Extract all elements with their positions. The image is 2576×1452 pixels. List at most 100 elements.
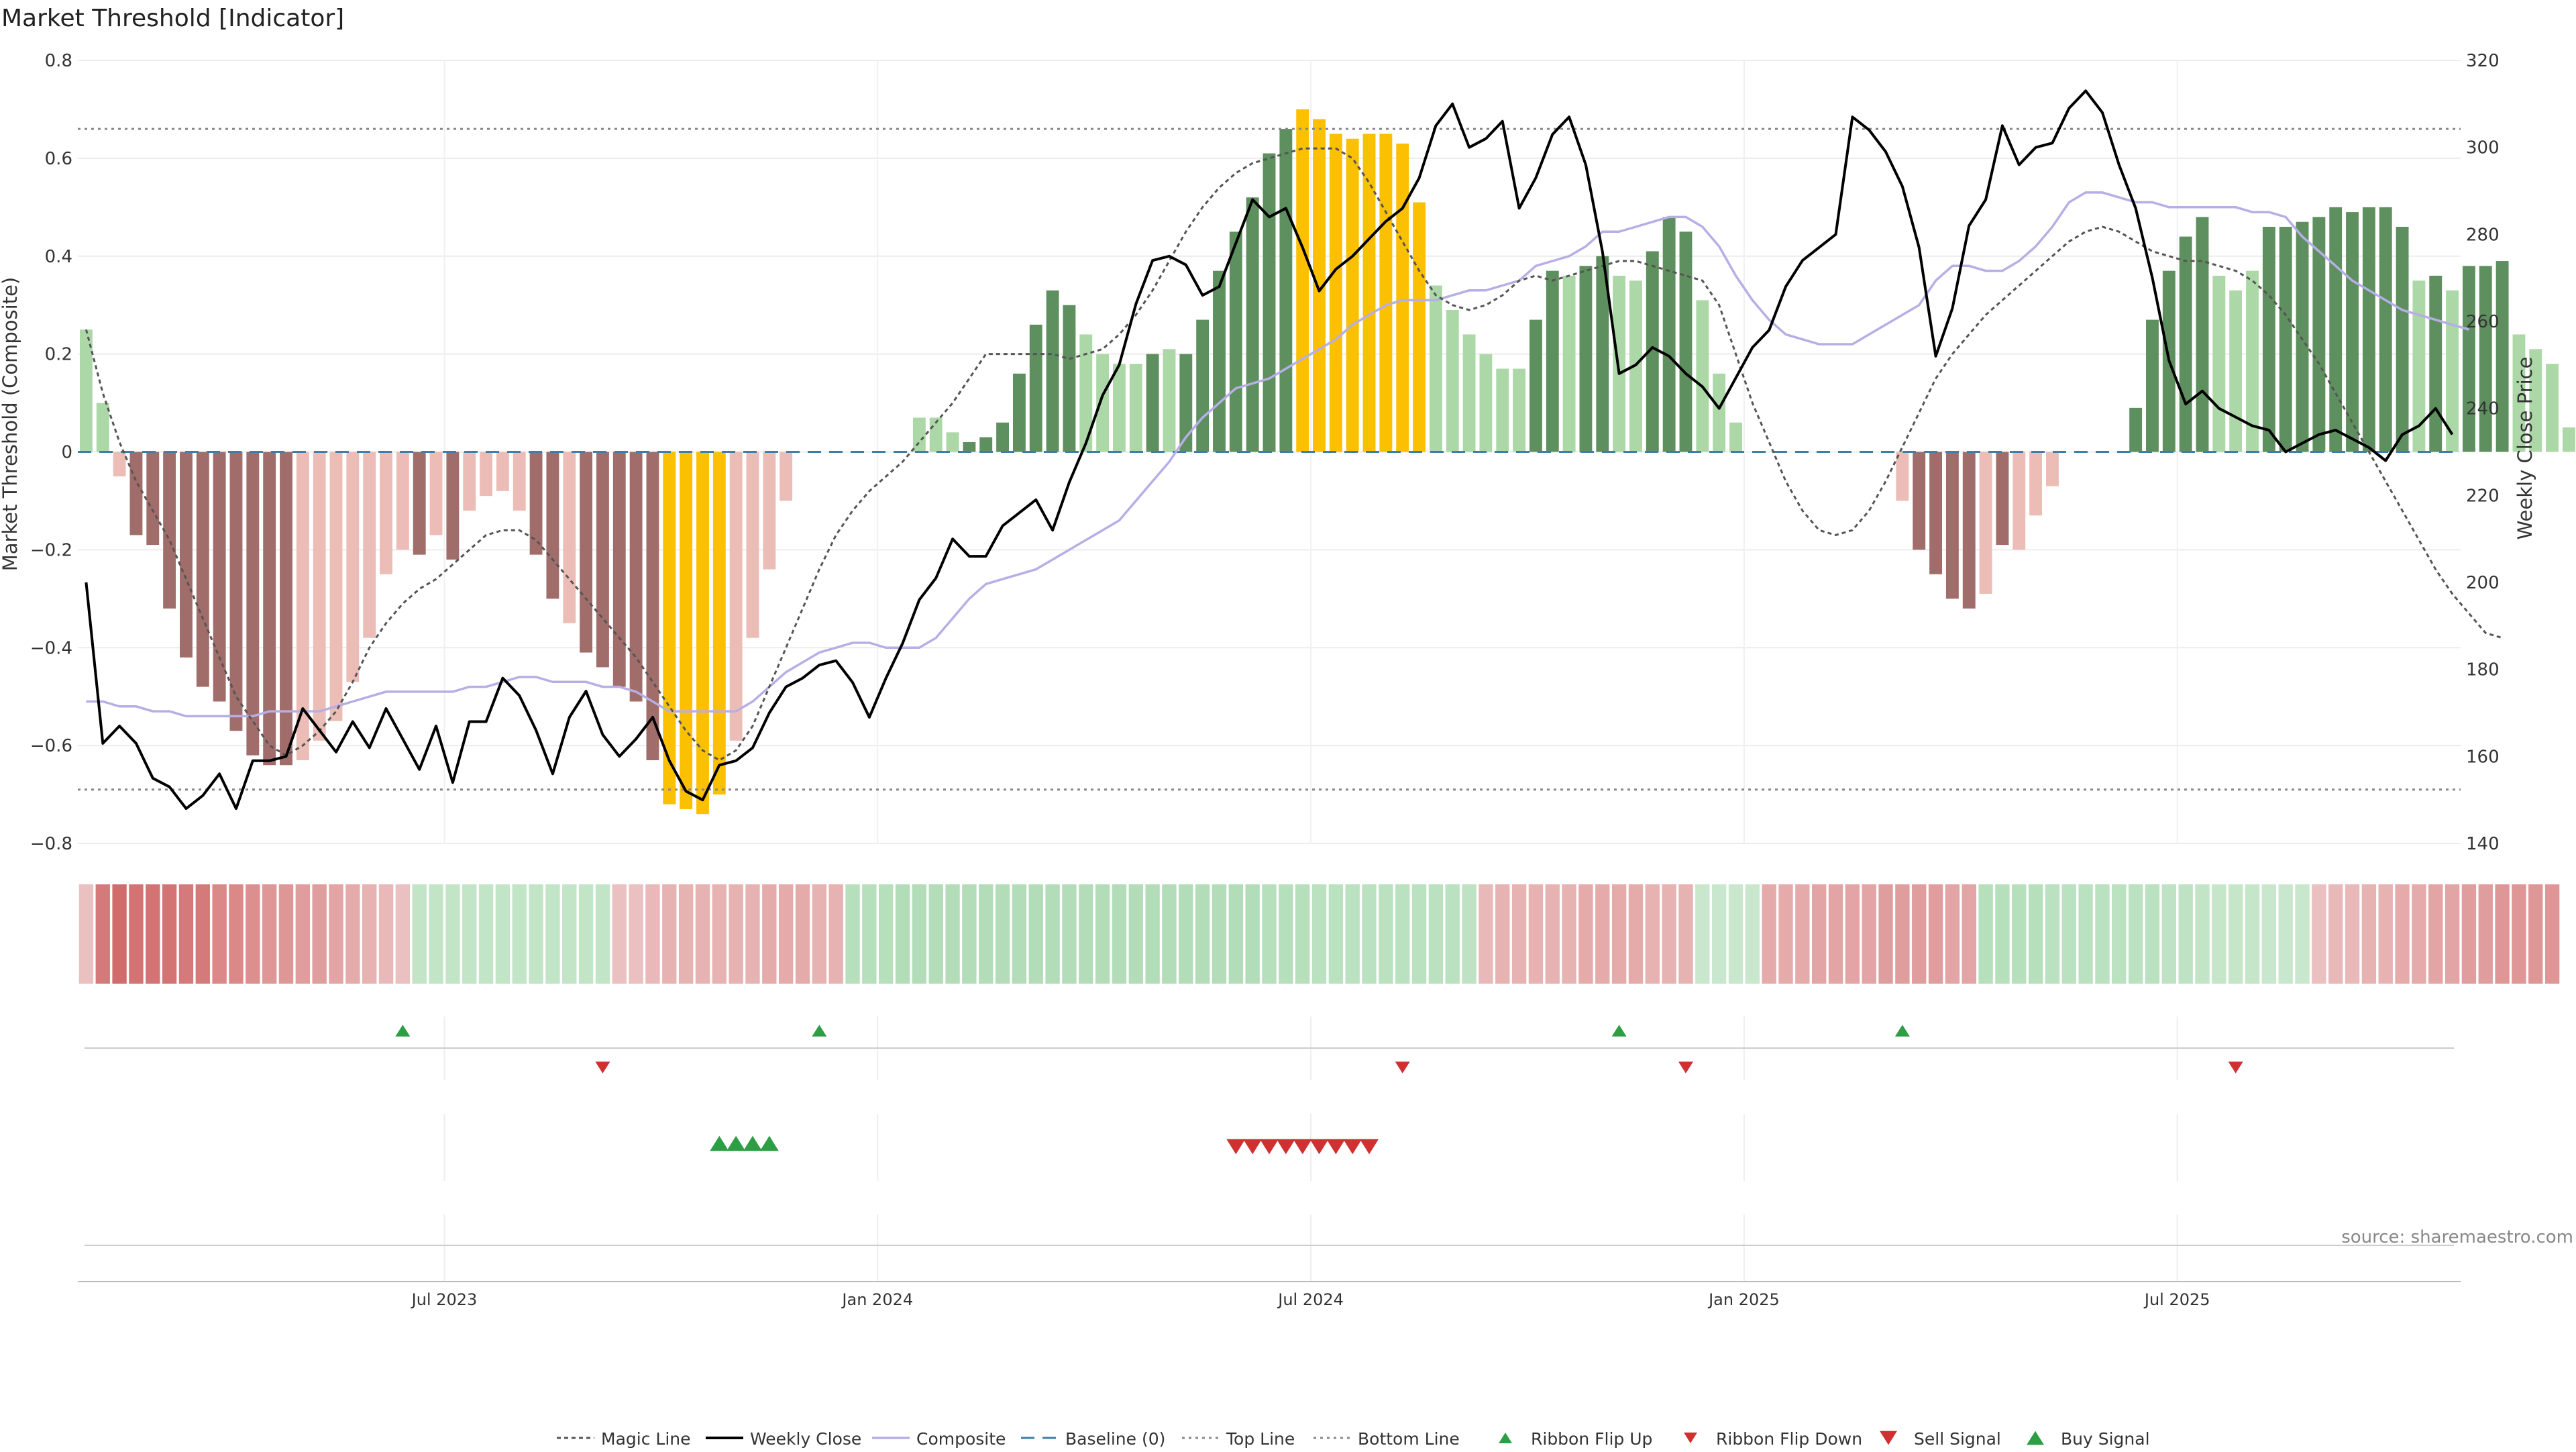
composite-bar: [1479, 354, 1493, 452]
ribbon-cell: [1795, 884, 1810, 984]
composite-bar: [663, 452, 676, 805]
ribbon-cell: [645, 884, 660, 984]
ribbon-cell: [512, 884, 527, 984]
ribbon-cell: [1062, 884, 1077, 984]
ribbon-cell: [1662, 884, 1676, 984]
composite-bar: [2146, 319, 2159, 452]
ribbon-cell: [862, 884, 877, 984]
composite-bar: [2379, 207, 2392, 452]
ribbon-cell: [695, 884, 710, 984]
composite-bar: [1279, 129, 1293, 452]
composite-bar: [1129, 364, 1142, 452]
composite-bar: [1896, 452, 1909, 501]
composite-bar: [346, 452, 360, 682]
composite-bar: [2346, 212, 2359, 452]
ribbon-cell: [2245, 884, 2260, 984]
ribbon-cell: [1678, 884, 1693, 984]
composite-bar: [1513, 368, 1526, 452]
buy-signal-marker: [759, 1135, 779, 1151]
ribbon-cell: [2261, 884, 2277, 984]
x-tick-label: Jul 2024: [1277, 1290, 1344, 1309]
ribbon-cell: [2361, 884, 2377, 984]
composite-bar: [680, 452, 693, 809]
ribbon-cell: [462, 884, 477, 984]
ribbon-cell: [928, 884, 943, 984]
ribbon-cell: [495, 884, 511, 984]
composite-bar: [229, 452, 243, 731]
y-tick-label-left: −0.8: [30, 834, 72, 854]
ribbon-cell: [1895, 884, 1910, 984]
composite-bar: [2496, 261, 2509, 452]
composite-bar: [1579, 266, 1593, 452]
legend-label: Sell Signal: [1914, 1429, 2001, 1449]
ribbon-cell: [1728, 884, 1743, 984]
composite-bar: [129, 452, 143, 535]
ribbon-cell: [745, 884, 760, 984]
composite-bar: [1913, 452, 1926, 550]
composite-bar: [1962, 452, 1976, 609]
ribbon-cell: [2078, 884, 2093, 984]
ribbon-cell: [712, 884, 727, 984]
ribbon-cell: [1462, 884, 1477, 984]
source-note: source: sharemaestro.com: [2341, 1227, 2573, 1247]
composite-bar: [1046, 290, 1059, 452]
ribbon-cell: [395, 884, 411, 984]
ribbon-cell: [1511, 884, 1527, 984]
ribbon-cell: [1328, 884, 1344, 984]
composite-bar: [563, 452, 576, 623]
composite-bar: [396, 452, 409, 550]
y-axis-label-right: Weekly Close Price: [2514, 357, 2536, 540]
sell-signal-marker: [1343, 1139, 1362, 1155]
y-tick-label-left: −0.6: [30, 736, 72, 756]
y-tick-label-right: 180: [2466, 660, 2500, 680]
ribbon-flip-down-marker: [595, 1061, 610, 1074]
ribbon-cell: [1162, 884, 1177, 984]
legend-item: Ribbon Flip Down: [1684, 1429, 1862, 1449]
ribbon-cell: [345, 884, 360, 984]
legend-label: Composite: [916, 1429, 1006, 1449]
composite-bar: [1596, 256, 1609, 452]
ribbon-cell: [545, 884, 560, 984]
composite-bar: [313, 452, 326, 741]
ribbon-cell: [1845, 884, 1860, 984]
ribbon-cell: [778, 884, 794, 984]
y-tick-label-left: −0.4: [30, 638, 72, 658]
composite-bar: [963, 442, 976, 452]
ribbon-cell: [2195, 884, 2210, 984]
ribbon-cell: [578, 884, 594, 984]
ribbon-cell: [1095, 884, 1110, 984]
ribbon-cell: [2161, 884, 2176, 984]
legend-label: Top Line: [1226, 1429, 1295, 1449]
composite-bar: [1179, 354, 1193, 452]
composite-bar: [1996, 452, 2009, 546]
y-tick-label-right: 260: [2466, 312, 2500, 332]
composite-bar: [196, 452, 209, 687]
composite-bar: [2012, 452, 2026, 550]
composite-bar: [2412, 280, 2426, 452]
composite-bar: [1979, 452, 1992, 594]
legend-label: Ribbon Flip Up: [1531, 1429, 1652, 1449]
composite-bar: [2446, 290, 2459, 452]
ribbon-cell: [1528, 884, 1544, 984]
ribbon-cell: [1128, 884, 1143, 984]
ribbon-cell: [1079, 884, 1093, 984]
ribbon-cell: [1928, 884, 1943, 984]
ribbon-cell: [2278, 884, 2293, 984]
ribbon-cell: [95, 884, 110, 984]
composite-bar: [2129, 407, 2143, 452]
legend: Magic Line Weekly Close Composite Baseline …: [557, 1429, 2150, 1449]
composite-bar: [1263, 153, 1276, 452]
ribbon-cell: [2495, 884, 2510, 984]
y-tick-label-left: 0.2: [45, 345, 72, 365]
composite-bar: [1679, 231, 1693, 452]
ribbon-cell: [1228, 884, 1244, 984]
ribbon-cell: [1212, 884, 1227, 984]
ribbon-cell: [1562, 884, 1576, 984]
legend-item: Composite: [872, 1429, 1006, 1449]
legend-label: Baseline (0): [1065, 1429, 1165, 1449]
ribbon-cell: [1545, 884, 1560, 984]
composite-bar: [1546, 270, 1559, 452]
composite-bar: [763, 452, 776, 570]
